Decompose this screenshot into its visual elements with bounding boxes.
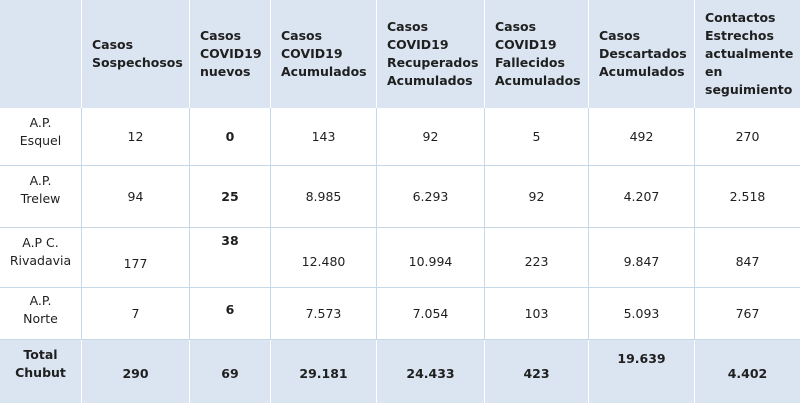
header-casos-descartados: Casos Descartados Acumulados — [589, 0, 695, 108]
table-row: A.P. Esquel 12 0 143 92 5 492 270 — [0, 108, 800, 166]
cell-acumulados: 143 — [271, 108, 377, 166]
cell-recuperados: 6.293 — [377, 166, 485, 228]
cell-contactos: 270 — [695, 108, 800, 166]
table-row: A.P. Trelew 94 25 8.985 6.293 92 4.207 2… — [0, 166, 800, 228]
cell-fallecidos: 103 — [485, 288, 589, 340]
cell-nuevos: 0 — [190, 108, 271, 166]
cell-sospechosos: 177 — [82, 228, 190, 288]
cell-fallecidos: 92 — [485, 166, 589, 228]
table-header-row: Casos Sospechosos Casos COVID19 nuevos C… — [0, 0, 800, 108]
row-label: A.P. Esquel — [0, 108, 82, 166]
header-cell-empty — [0, 0, 82, 108]
cell-acumulados: 12.480 — [271, 228, 377, 288]
total-descartados: 19.639 — [589, 340, 695, 403]
cell-acumulados: 7.573 — [271, 288, 377, 340]
cell-nuevos: 38 — [190, 228, 271, 288]
header-casos-acumulados: Casos COVID19 Acumulados — [271, 0, 377, 108]
header-casos-recuperados: Casos COVID19 Recuperados Acumulados — [377, 0, 485, 108]
cell-contactos: 847 — [695, 228, 800, 288]
cell-sospechosos: 7 — [82, 288, 190, 340]
cell-descartados: 5.093 — [589, 288, 695, 340]
header-contactos-estrechos: Contactos Estrechos actualmente en segui… — [695, 0, 800, 108]
total-acumulados: 29.181 — [271, 340, 377, 403]
cell-sospechosos: 12 — [82, 108, 190, 166]
total-recuperados: 24.433 — [377, 340, 485, 403]
header-casos-nuevos: Casos COVID19 nuevos — [190, 0, 271, 108]
cell-contactos: 767 — [695, 288, 800, 340]
cell-nuevos: 25 — [190, 166, 271, 228]
total-row: Total Chubut 290 69 29.181 24.433 423 19… — [0, 340, 800, 403]
total-sospechosos: 290 — [82, 340, 190, 403]
cell-sospechosos: 94 — [82, 166, 190, 228]
cell-fallecidos: 5 — [485, 108, 589, 166]
cell-descartados: 4.207 — [589, 166, 695, 228]
total-contactos: 4.402 — [695, 340, 800, 403]
cell-recuperados: 10.994 — [377, 228, 485, 288]
cell-recuperados: 7.054 — [377, 288, 485, 340]
header-casos-fallecidos: Casos COVID19 Fallecidos Acumulados — [485, 0, 589, 108]
total-nuevos: 69 — [190, 340, 271, 403]
cell-nuevos: 6 — [190, 288, 271, 340]
table-row: A.P C. Rivadavia 177 38 12.480 10.994 22… — [0, 228, 800, 288]
cell-acumulados: 8.985 — [271, 166, 377, 228]
row-label: A.P C. Rivadavia — [0, 228, 82, 288]
header-casos-sospechosos: Casos Sospechosos — [82, 0, 190, 108]
cell-descartados: 9.847 — [589, 228, 695, 288]
cell-recuperados: 92 — [377, 108, 485, 166]
row-label: A.P. Norte — [0, 288, 82, 340]
total-label: Total Chubut — [0, 340, 82, 403]
total-fallecidos: 423 — [485, 340, 589, 403]
cell-contactos: 2.518 — [695, 166, 800, 228]
table-row: A.P. Norte 7 6 7.573 7.054 103 5.093 767 — [0, 288, 800, 340]
cell-fallecidos: 223 — [485, 228, 589, 288]
cell-descartados: 492 — [589, 108, 695, 166]
row-label: A.P. Trelew — [0, 166, 82, 228]
